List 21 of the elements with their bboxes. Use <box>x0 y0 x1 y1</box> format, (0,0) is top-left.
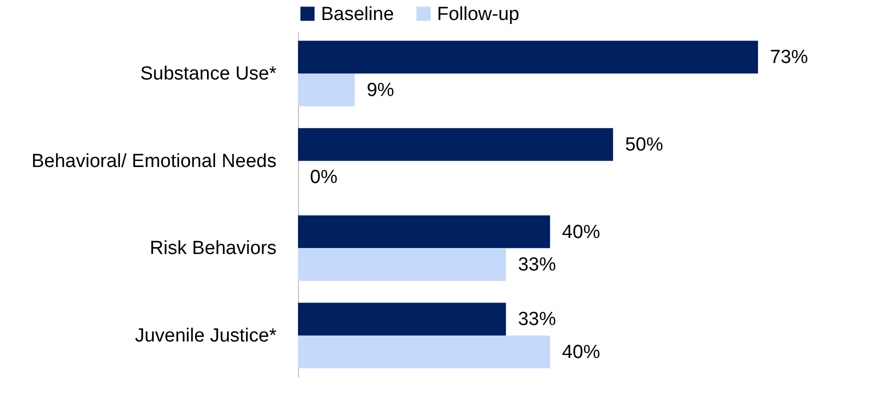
y-tick-label: Juvenile Justice* <box>134 326 278 347</box>
data-label: 9% <box>366 80 394 101</box>
data-label: 0% <box>310 167 338 188</box>
bar <box>298 40 758 74</box>
bar <box>298 215 550 248</box>
bar <box>298 248 506 281</box>
bar <box>298 73 355 106</box>
data-label: 33% <box>518 254 556 276</box>
data-label: 33% <box>518 309 556 330</box>
bar <box>298 128 614 161</box>
data-label: 40% <box>562 222 600 243</box>
y-tick-label: Behavioral/ Emotional Needs <box>31 150 276 172</box>
data-label: 50% <box>625 134 664 156</box>
legend-label: Baseline <box>321 4 394 25</box>
data-label: 73% <box>770 47 808 68</box>
data-label: 40% <box>562 342 600 363</box>
y-tick-label: Substance Use* <box>140 63 278 84</box>
legend-label: Follow-up <box>437 4 520 25</box>
y-tick-label: Risk Behaviors <box>150 238 276 260</box>
bar <box>298 302 506 336</box>
bar <box>298 336 550 368</box>
